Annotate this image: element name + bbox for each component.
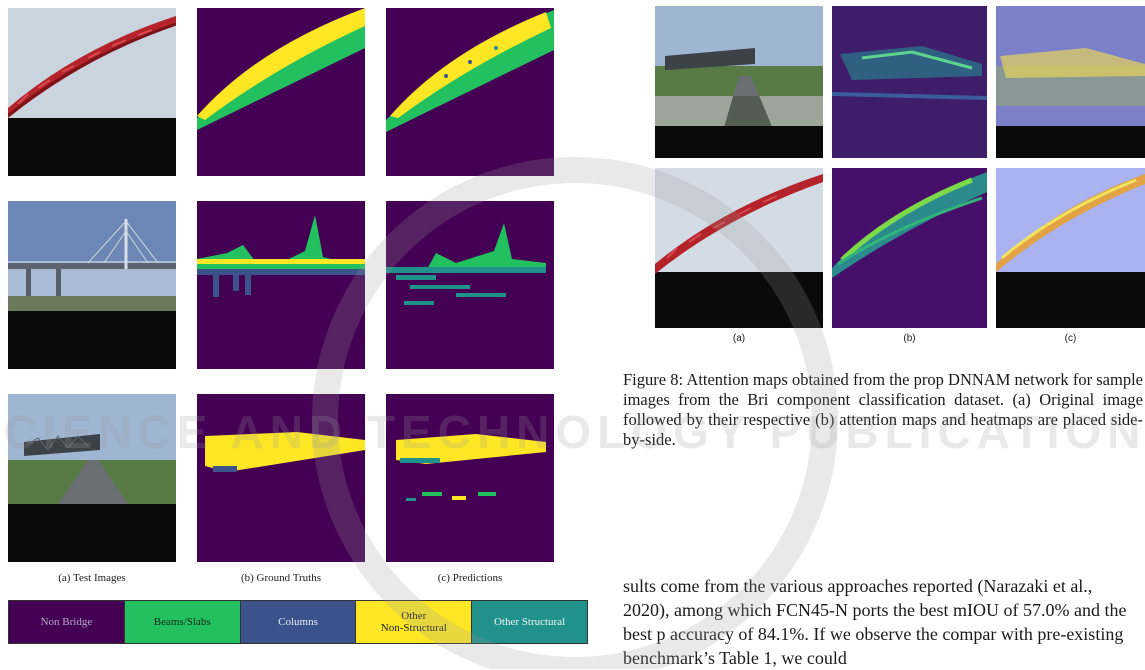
legend-beams-slabs: Beams/Slabs: [124, 601, 241, 643]
legend-columns: Columns: [240, 601, 357, 643]
attention-map-1: [832, 6, 987, 158]
test-image-2: [8, 201, 176, 369]
ground-truth-3: [197, 394, 365, 562]
prediction-1: [386, 8, 554, 176]
attention-map-2: [832, 168, 987, 328]
legend-other-non-structural: Other Non-Structural: [356, 601, 473, 643]
caption-predictions: (c) Predictions: [437, 572, 503, 584]
attention-heatmap-2: [996, 168, 1145, 328]
ground-truth-2: [197, 201, 365, 369]
caption-attention-a: (a): [732, 333, 746, 344]
caption-test-images: (a) Test Images: [58, 572, 126, 584]
attention-original-1: [655, 6, 823, 158]
class-legend: Non Bridge Beams/Slabs Columns Other Non…: [8, 600, 588, 644]
prediction-2: [386, 201, 554, 369]
caption-ground-truths: (b) Ground Truths: [240, 572, 322, 584]
attention-original-2: [655, 168, 823, 328]
caption-attention-b: (b): [903, 333, 916, 344]
attention-heatmap-1: [996, 6, 1145, 158]
test-image-1: [8, 8, 176, 176]
prediction-3: [386, 394, 554, 562]
figure-8-caption: Figure 8: Attention maps obtained from t…: [623, 370, 1143, 449]
legend-other-structural: Other Structural: [472, 601, 587, 643]
legend-non-bridge: Non Bridge: [9, 601, 125, 643]
caption-attention-c: (c): [1064, 333, 1077, 344]
body-paragraph: sults come from the various approaches r…: [623, 576, 1127, 668]
test-image-3: [8, 394, 176, 562]
ground-truth-1: [197, 8, 365, 176]
